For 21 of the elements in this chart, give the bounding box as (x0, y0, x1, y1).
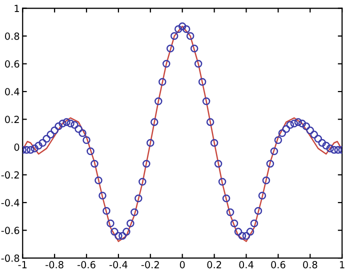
y-tick-label: -0.2 (1, 171, 19, 179)
y-tick-label: -0.6 (1, 226, 20, 234)
y-tick-label: 1 (14, 4, 19, 12)
x-tick-label: 1 (340, 261, 344, 268)
y-tick-label: 0.6 (5, 60, 20, 68)
x-tick-label: 0 (180, 261, 185, 268)
y-tick-label: 0.4 (5, 88, 20, 96)
y-tick-label: 0.2 (5, 116, 19, 124)
x-tick-label: 0.6 (271, 261, 286, 268)
y-tick-label: -0.8 (1, 254, 20, 262)
y-tick-label: 0.8 (5, 32, 20, 40)
y-tick-label: -0.4 (1, 199, 20, 206)
x-tick-label: -1 (18, 261, 27, 268)
y-tick-label: 0 (14, 144, 20, 151)
x-tick-label: 0.4 (239, 261, 254, 268)
x-tick-label: 0.8 (303, 261, 318, 268)
x-tick-label: -0.8 (46, 261, 64, 268)
x-tick-label: -0.4 (109, 261, 128, 268)
x-tick-label: -0.2 (141, 261, 159, 268)
x-tick-label: -0.6 (78, 261, 96, 268)
x-tick-label: 0.2 (207, 261, 222, 268)
